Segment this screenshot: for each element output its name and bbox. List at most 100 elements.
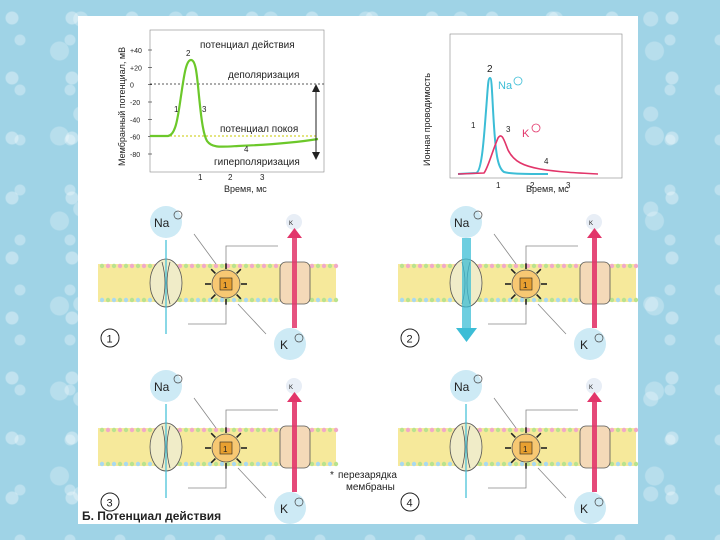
lipid-head (405, 461, 411, 467)
lipid-head (195, 427, 201, 433)
pump-spike (210, 268, 216, 274)
lipid-head (201, 427, 207, 433)
legend-line2: мембраны (346, 481, 395, 493)
lipid-head (147, 461, 153, 467)
pump-spike (236, 268, 242, 274)
lipid-head (429, 461, 435, 467)
lipid-head (555, 263, 561, 269)
right-chart-frame (449, 33, 623, 179)
lipid-head (321, 297, 327, 303)
cond-point-4: 4 (544, 157, 549, 166)
stage-number: 4 (407, 498, 413, 510)
lipid-head (555, 461, 561, 467)
action-potential-chart: Мембранный потенциал, мВ +40 +20 0 -20 -40 -6… (117, 29, 325, 194)
lipid-head (417, 427, 423, 433)
lipid-head (561, 461, 567, 467)
pump-spike (236, 432, 242, 438)
lipid-head (117, 297, 123, 303)
lipid-head (243, 461, 249, 467)
k-arrow-head (287, 392, 302, 402)
figure-svg: Мембранный потенциал, мВ +40 +20 0 -20 -40 -6… (82, 29, 638, 524)
lipid-head (573, 263, 579, 269)
lipid-head (531, 461, 537, 467)
lipid-head (213, 263, 219, 269)
lipid-head (549, 297, 555, 303)
na-peak-number: 2 (487, 64, 493, 75)
right-xtick: 1 (496, 181, 501, 190)
lipid-head (477, 461, 483, 467)
lipid-head (525, 263, 531, 269)
stage-number-circle (400, 492, 420, 512)
lipid-head (405, 297, 411, 303)
lipid-head (207, 297, 213, 303)
lipid-head (519, 427, 525, 433)
lipid-head (219, 297, 225, 303)
lipid-head (621, 427, 627, 433)
lipid-head (501, 297, 507, 303)
lipid-head (105, 427, 111, 433)
lipid-head (243, 297, 249, 303)
lipid-head (315, 263, 321, 269)
k-small-bubble (586, 214, 602, 230)
lipid-head (573, 461, 579, 467)
lipid-head (507, 427, 513, 433)
lipid-head (513, 427, 519, 433)
legend-line1: перезарядка (338, 470, 397, 481)
lipid-head (399, 297, 405, 303)
lipid-head (549, 461, 555, 467)
lipid-head (405, 263, 411, 269)
lipid-head (105, 461, 111, 467)
lipid-head (249, 427, 255, 433)
lipid-head (237, 427, 243, 433)
lipid-head (129, 263, 135, 269)
lipid-head (219, 461, 225, 467)
lipid-head (561, 263, 567, 269)
lipid-head (411, 263, 417, 269)
lipid-head (333, 297, 339, 303)
lipid-head (507, 297, 513, 303)
lipid-head (189, 461, 195, 467)
lipid-head (333, 263, 339, 269)
lipid-head (321, 427, 327, 433)
lipid-head (567, 461, 573, 467)
pump-spike (536, 458, 542, 464)
lipid-head (447, 461, 453, 467)
lipid-head (261, 427, 267, 433)
lipid-head (429, 297, 435, 303)
lipid-head (147, 297, 153, 303)
pump-core (219, 441, 233, 455)
pump-spike (210, 458, 216, 464)
lipid-head (183, 427, 189, 433)
pump-label: 1 (523, 445, 528, 454)
k-bubble (574, 492, 606, 524)
lipid-head (315, 461, 321, 467)
left-chart-frame (149, 29, 325, 173)
lipid-head (237, 263, 243, 269)
k-flux-arrow (292, 234, 297, 328)
lipid-head (405, 427, 411, 433)
lipid-head (135, 263, 141, 269)
lipid-head (411, 427, 417, 433)
k-bubble (274, 328, 306, 360)
lipid-head (627, 297, 633, 303)
k-small-label: K (589, 221, 593, 227)
lipid-head (561, 427, 567, 433)
lipid-head (327, 263, 333, 269)
lipid-head (429, 263, 435, 269)
membrane-stages: 1 Na K K 1 1 Na K K 2 1 Na K K 3 1 Na K K 4 (98, 206, 638, 524)
left-ytick: +20 (130, 65, 142, 72)
lipid-head (633, 461, 638, 467)
lipid-head (321, 461, 327, 467)
lipid-head (543, 297, 549, 303)
k-curve-label: K (522, 128, 530, 140)
lipid-head (507, 461, 513, 467)
k-small-label: K (589, 385, 593, 391)
lipid-head (621, 263, 627, 269)
figure-panel: Мембранный потенциал, мВ +40 +20 0 -20 -40 -6… (78, 16, 638, 524)
lipid-head (249, 263, 255, 269)
cond-point-1: 1 (471, 121, 476, 130)
lipid-head (609, 427, 615, 433)
lipid-head (327, 297, 333, 303)
lipid-head (567, 297, 573, 303)
ion-conductance-chart: Ионная проводимость 2 Na 1 3 4 K 1 2 3 Вре… (422, 33, 623, 194)
